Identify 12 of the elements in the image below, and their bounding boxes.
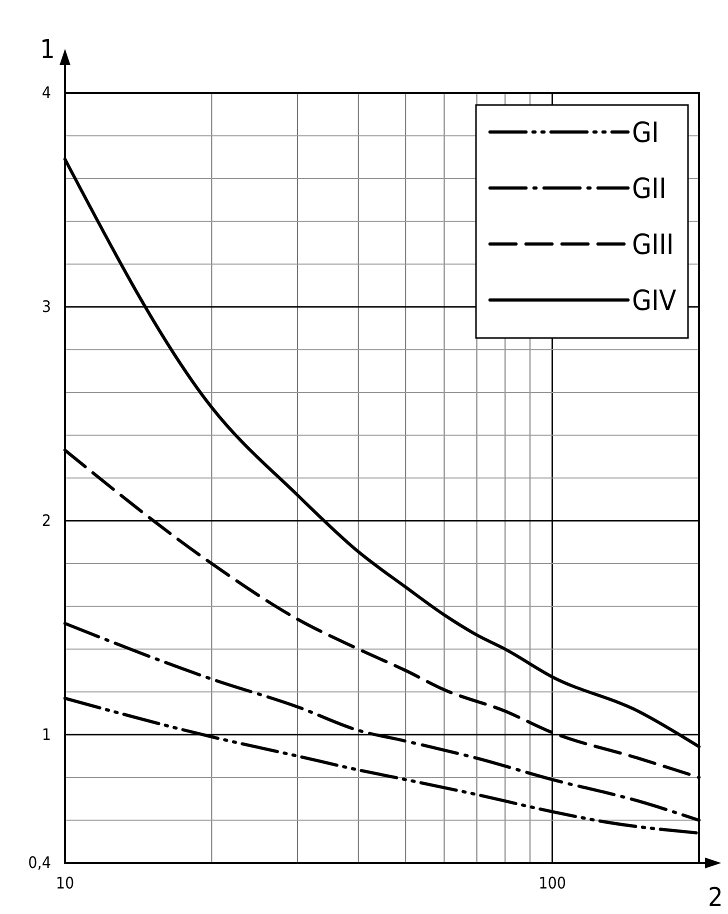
x-tick-label: 10: [56, 873, 74, 892]
legend-label: GII: [632, 172, 666, 205]
x-axis-title: 2: [708, 883, 723, 913]
y-tick-label: 1: [42, 724, 51, 744]
y-tick-label: 3: [42, 297, 51, 316]
legend-label: GIII: [632, 228, 674, 261]
x-tick-label: 100: [538, 873, 566, 892]
y-tick-label: 2: [42, 510, 51, 530]
legend-label: GIV: [632, 284, 677, 317]
y-tick-label: 0,4: [28, 853, 51, 872]
legend-label: GI: [632, 116, 659, 149]
y-tick-label: 4: [42, 83, 51, 102]
